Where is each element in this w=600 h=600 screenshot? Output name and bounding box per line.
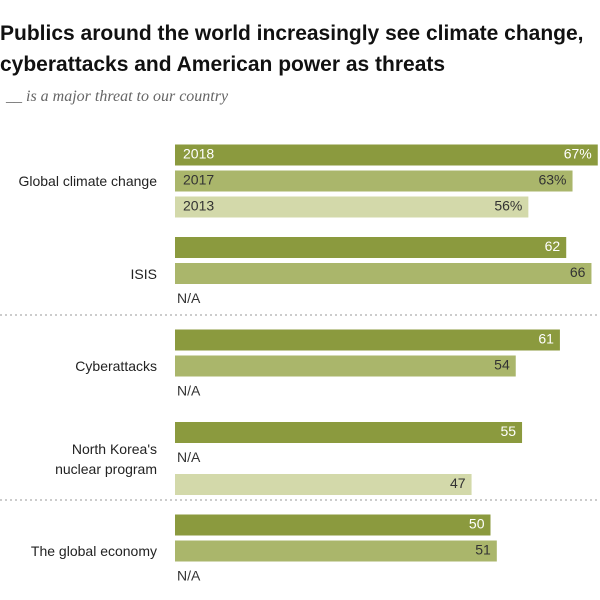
value-label: 47 [450,475,466,491]
value-label: 66 [570,264,586,280]
bar [175,170,573,192]
na-label: N/A [177,568,201,584]
bar [175,514,491,536]
na-label: N/A [177,449,201,465]
chart-title: Publics around the world increasingly se… [0,22,584,76]
value-label: 50 [469,516,485,532]
value-label: 67% [564,146,592,162]
value-label: 61 [538,331,554,347]
bar [175,237,567,258]
category-label: Global climate change [18,173,157,189]
bar [175,144,598,166]
bar [175,196,529,218]
value-label: 63% [538,172,566,188]
na-label: N/A [177,383,201,399]
category-label: Cyberattacks [75,358,157,374]
bar [175,355,516,377]
bar [175,329,560,351]
category-label: North Korea's nuclear program [55,440,157,477]
value-label: 62 [545,238,561,254]
category-label: The global economy [30,543,157,559]
value-label: 55 [500,423,516,439]
legend-label: 2013 [183,198,214,214]
legend-label: 2017 [183,172,214,188]
category-label: ISIS [130,265,157,282]
legend-label: 2018 [183,146,214,162]
chart-subtitle: __ is a major threat to our country [6,88,229,105]
value-label: 56% [494,198,522,214]
bar [175,474,472,495]
bar [175,422,523,443]
value-label: 51 [475,542,491,558]
na-label: N/A [177,290,201,306]
bar [175,263,592,284]
value-label: 54 [494,357,510,373]
bar [175,540,497,562]
